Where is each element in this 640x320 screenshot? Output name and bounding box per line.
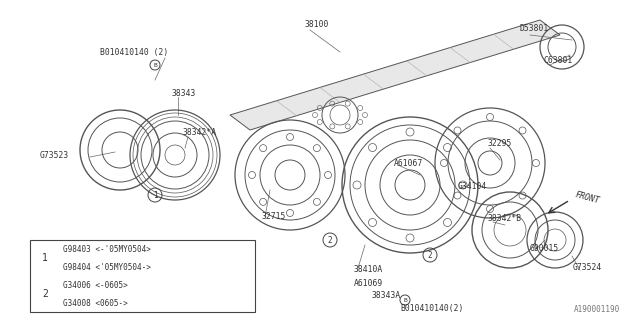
Text: A61069: A61069 xyxy=(354,279,383,289)
Text: 2: 2 xyxy=(328,236,332,244)
Text: G73524: G73524 xyxy=(573,263,602,273)
Text: 1: 1 xyxy=(42,253,48,263)
Text: 32715: 32715 xyxy=(262,212,286,220)
Text: 2: 2 xyxy=(42,289,48,299)
Text: D53801: D53801 xyxy=(520,23,549,33)
Text: A190001190: A190001190 xyxy=(573,305,620,314)
Text: 38343A: 38343A xyxy=(372,291,401,300)
Text: A61067: A61067 xyxy=(394,158,423,167)
Text: B010410140 (2): B010410140 (2) xyxy=(100,47,168,57)
Text: G34006 <-0605>: G34006 <-0605> xyxy=(63,281,128,290)
Text: 32295: 32295 xyxy=(488,139,513,148)
Text: G73523: G73523 xyxy=(40,150,69,159)
Text: 38342*B: 38342*B xyxy=(488,213,522,222)
Text: C63801: C63801 xyxy=(543,55,572,65)
Text: 1: 1 xyxy=(153,190,157,199)
Text: 2: 2 xyxy=(428,251,432,260)
Text: 38100: 38100 xyxy=(305,20,330,28)
Text: B: B xyxy=(403,298,407,302)
Text: G34104: G34104 xyxy=(458,181,487,190)
Text: B: B xyxy=(153,62,157,68)
Text: G34008 <0605->: G34008 <0605-> xyxy=(63,299,137,308)
Text: G98403 <-'05MY0504>: G98403 <-'05MY0504> xyxy=(63,244,151,253)
Text: G98404 <'05MY0504->: G98404 <'05MY0504-> xyxy=(63,262,151,271)
Text: B010410140(2): B010410140(2) xyxy=(400,303,463,313)
Text: G90015: G90015 xyxy=(530,244,559,252)
Text: FRONT: FRONT xyxy=(574,190,600,205)
Text: 38410A: 38410A xyxy=(354,266,383,275)
Bar xyxy=(30,240,255,312)
Text: 38342*A: 38342*A xyxy=(183,127,217,137)
Text: 38343: 38343 xyxy=(172,89,196,98)
Polygon shape xyxy=(230,20,560,130)
